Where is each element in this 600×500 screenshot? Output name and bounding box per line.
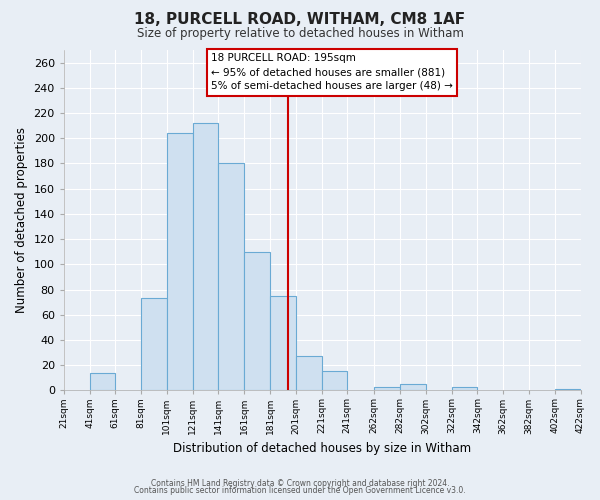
Bar [270, 296, 296, 390]
Bar [89, 372, 115, 390]
Text: 18 PURCELL ROAD: 195sqm
← 95% of detached houses are smaller (881)
5% of semi-de: 18 PURCELL ROAD: 195sqm ← 95% of detache… [211, 54, 453, 92]
Bar [322, 372, 347, 390]
Bar [400, 384, 426, 390]
Bar [141, 298, 167, 390]
Bar [193, 123, 218, 390]
Bar [296, 356, 322, 390]
Bar [374, 386, 400, 390]
Bar [244, 252, 270, 390]
Text: Contains HM Land Registry data © Crown copyright and database right 2024.: Contains HM Land Registry data © Crown c… [151, 478, 449, 488]
X-axis label: Distribution of detached houses by size in Witham: Distribution of detached houses by size … [173, 442, 471, 455]
Text: 18, PURCELL ROAD, WITHAM, CM8 1AF: 18, PURCELL ROAD, WITHAM, CM8 1AF [134, 12, 466, 28]
Bar [452, 386, 478, 390]
Text: Contains public sector information licensed under the Open Government Licence v3: Contains public sector information licen… [134, 486, 466, 495]
Bar [167, 133, 193, 390]
Bar [218, 164, 244, 390]
Y-axis label: Number of detached properties: Number of detached properties [15, 127, 28, 313]
Text: Size of property relative to detached houses in Witham: Size of property relative to detached ho… [137, 28, 463, 40]
Bar [555, 389, 580, 390]
